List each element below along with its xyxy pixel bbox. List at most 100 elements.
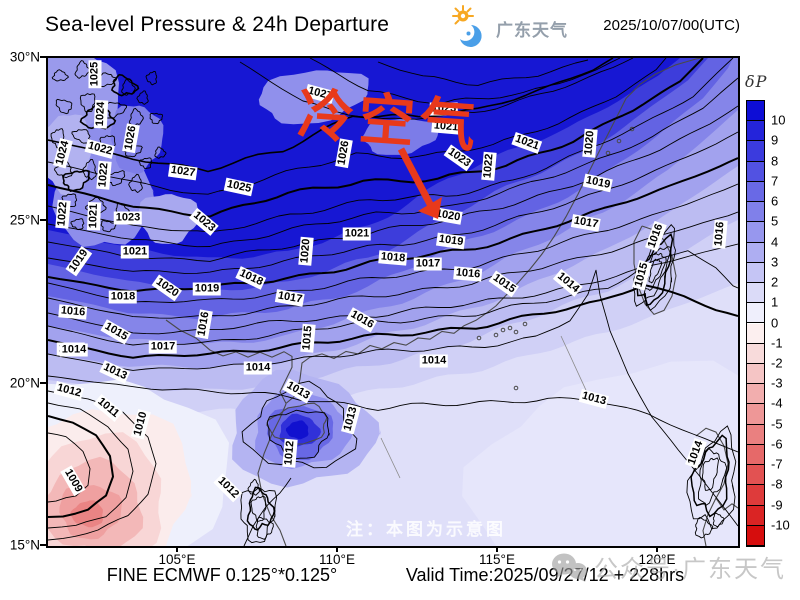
y-tick-mark bbox=[40, 56, 46, 58]
terrain-contour bbox=[138, 157, 153, 170]
shade-blob bbox=[285, 420, 309, 440]
coastline bbox=[702, 497, 717, 546]
y-tick-mark bbox=[40, 382, 46, 384]
isobar bbox=[48, 58, 667, 195]
pressure-value-label: 1025 bbox=[223, 177, 255, 197]
terrain-contour bbox=[136, 90, 149, 105]
pressure-value-label: 1027 bbox=[167, 163, 199, 181]
pressure-value-label: 1022 bbox=[96, 160, 112, 190]
y-tick-label: 20°N bbox=[9, 375, 40, 391]
y-tick-label: 25°N bbox=[9, 212, 40, 228]
isobar bbox=[48, 77, 738, 248]
colorbar-tick-label: -10 bbox=[771, 517, 790, 533]
x-tick-label: 105°E bbox=[158, 552, 196, 567]
terrain-contour bbox=[82, 158, 97, 181]
colorbar-tick-label: 6 bbox=[771, 193, 779, 209]
pressure-value-label: 1013 bbox=[282, 378, 314, 404]
colorbar-cell bbox=[747, 121, 764, 142]
terrain-contour bbox=[712, 512, 725, 528]
pressure-value-label: 1016 bbox=[346, 307, 378, 333]
sun-swirl-logo-icon bbox=[452, 5, 482, 47]
x-tick-label: 110°E bbox=[319, 552, 355, 567]
pressure-value-label: 1014 bbox=[243, 361, 273, 375]
terrain-contour bbox=[110, 73, 140, 97]
terrain-contour bbox=[70, 218, 85, 231]
y-tick-mark bbox=[40, 544, 46, 546]
pressure-value-label: 1019 bbox=[582, 173, 614, 193]
colorbar-cell bbox=[747, 424, 764, 445]
pressure-value-label: 1013 bbox=[99, 360, 131, 384]
colorbar-cell bbox=[747, 444, 764, 466]
pressure-value-label: 1018 bbox=[378, 250, 408, 266]
pressure-value-label: 1017 bbox=[274, 289, 306, 307]
colorbar-cell bbox=[747, 485, 764, 506]
pressure-map-canvas bbox=[48, 58, 738, 546]
colorbar-cell bbox=[747, 161, 764, 182]
pressure-value-label: 1016 bbox=[58, 304, 88, 320]
colorbar-cell bbox=[747, 303, 764, 324]
terrain-contour bbox=[701, 457, 719, 491]
pressure-value-label: 1022 bbox=[481, 151, 497, 181]
coastline bbox=[257, 403, 287, 546]
island-dot bbox=[616, 138, 622, 144]
isobar-loop bbox=[266, 409, 330, 460]
colorbar-cell bbox=[747, 343, 764, 364]
pressure-value-label: 1020 bbox=[151, 274, 183, 302]
shade-blob bbox=[362, 118, 440, 155]
island-dot bbox=[493, 332, 499, 338]
logo-text: 广东天气 bbox=[496, 20, 568, 40]
colorbar-tick-label: 3 bbox=[771, 254, 779, 270]
colorbar-tick-label: 0 bbox=[771, 315, 779, 330]
colorbar-cell bbox=[747, 323, 764, 344]
pressure-value-label: 1023 bbox=[429, 102, 459, 116]
terrain-contour bbox=[648, 258, 663, 284]
pressure-value-label: 1014 bbox=[552, 268, 584, 298]
pressure-value-label: 1016 bbox=[645, 220, 667, 252]
pressure-value-label: 1016 bbox=[453, 266, 483, 282]
pressure-value-label: 1024 bbox=[53, 137, 73, 169]
terrain-contour bbox=[74, 60, 90, 79]
pressure-value-label: 1024 bbox=[93, 99, 109, 129]
colorbar-tick-label: -5 bbox=[771, 416, 783, 432]
page-title: Sea-level Pressure & 24h Departure bbox=[45, 13, 390, 36]
pressure-value-label: 1015 bbox=[488, 270, 520, 298]
colorbar-cell bbox=[747, 202, 764, 223]
pressure-value-label: 1016 bbox=[195, 308, 213, 340]
isobar bbox=[243, 477, 292, 546]
pressure-value-label: 1009 bbox=[60, 465, 86, 497]
pressure-value-label: 1012 bbox=[213, 473, 243, 503]
pressure-value-label: 1017 bbox=[148, 340, 178, 354]
isobar bbox=[48, 375, 738, 453]
pressure-value-label: 1022 bbox=[84, 139, 116, 159]
colorbar-title: δP bbox=[745, 72, 768, 91]
pressure-value-label: 1015 bbox=[632, 259, 652, 291]
pressure-value-label: 1014 bbox=[59, 343, 89, 357]
pressure-label-layer: 1025 1024 1026 1022 1024 1027 1025 1022 1021 1022… bbox=[48, 58, 738, 546]
colorbar-tick-label: 2 bbox=[771, 274, 779, 290]
colorbar-tick-label: 5 bbox=[771, 213, 779, 229]
pressure-value-label: 1017 bbox=[570, 214, 602, 232]
shade-blob bbox=[137, 194, 199, 244]
isobar bbox=[309, 58, 621, 104]
terrain-contour bbox=[154, 146, 167, 159]
pressure-value-label: 1025 bbox=[88, 59, 102, 89]
terrain-contour bbox=[145, 70, 158, 86]
terrain-contour bbox=[247, 478, 260, 496]
colorbar bbox=[746, 100, 765, 547]
isobar-loop bbox=[241, 380, 358, 469]
map-area: 1025 1024 1026 1022 1024 1027 1025 1022 1021 1022… bbox=[46, 56, 740, 548]
colorbar-tick-label: -4 bbox=[771, 395, 783, 411]
shade-blob bbox=[70, 500, 103, 528]
colorbar-cell bbox=[747, 384, 764, 405]
isobar bbox=[48, 284, 738, 359]
terrain-contour bbox=[694, 516, 714, 539]
pressure-value-label: 1016 bbox=[712, 219, 728, 249]
island-dot bbox=[500, 327, 506, 333]
x-tick-mark bbox=[336, 546, 338, 552]
pressure-value-label: 1015 bbox=[100, 319, 132, 345]
colorbar-cell bbox=[747, 525, 764, 546]
pressure-value-label: 1014 bbox=[685, 437, 707, 469]
x-tick-label: 120°E bbox=[638, 552, 676, 567]
colorbar-cell bbox=[747, 283, 764, 304]
